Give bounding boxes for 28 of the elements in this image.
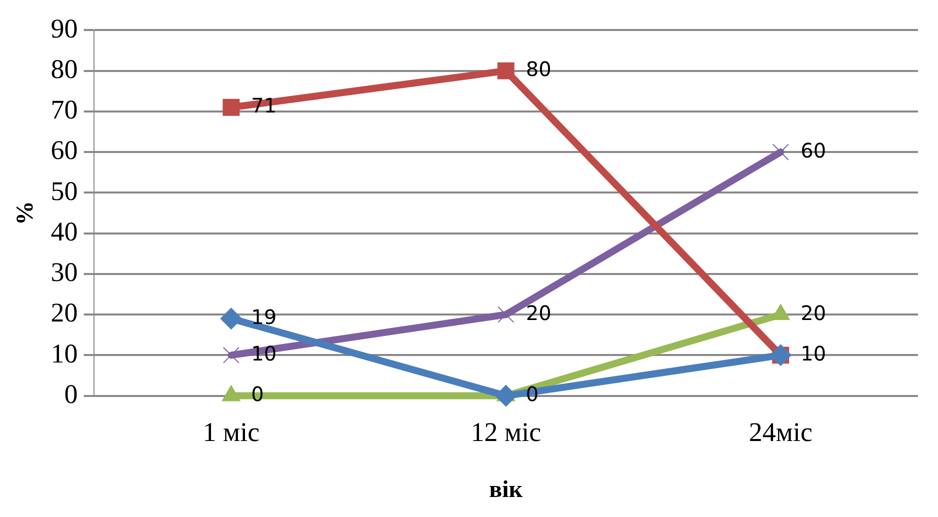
point — [772, 144, 789, 160]
point — [497, 62, 514, 80]
point — [222, 346, 240, 364]
y-tick-label: 90 — [50, 13, 78, 44]
data-label: 80 — [526, 57, 552, 82]
x-tick-label: 12 міс — [470, 417, 542, 448]
point — [220, 308, 242, 330]
data-label: 20 — [800, 300, 826, 325]
data-label: 19 — [251, 304, 277, 329]
data-label: 10 — [800, 341, 826, 366]
y-tick-label: 10 — [50, 338, 78, 368]
x-tick-label: 1 міс — [202, 417, 260, 448]
y-tick-label: 40 — [50, 216, 78, 246]
y-tick-label: 70 — [50, 94, 78, 125]
y-axis-title: % — [12, 201, 39, 225]
y-tick-label: 80 — [50, 54, 78, 84]
y-tick-label: 60 — [50, 135, 78, 166]
x-tick-label: 24міс — [748, 417, 812, 448]
point — [494, 384, 517, 407]
y-tick-label: 50 — [50, 176, 78, 206]
y-tick-label: 30 — [50, 257, 78, 288]
point — [498, 306, 514, 323]
data-label: 60 — [800, 138, 826, 162]
y-tick-label: 20 — [50, 298, 78, 328]
y-tick-label: 0 — [64, 378, 78, 409]
point — [222, 98, 240, 116]
data-label: 20 — [526, 300, 552, 325]
x-axis-title: вік — [489, 476, 523, 503]
